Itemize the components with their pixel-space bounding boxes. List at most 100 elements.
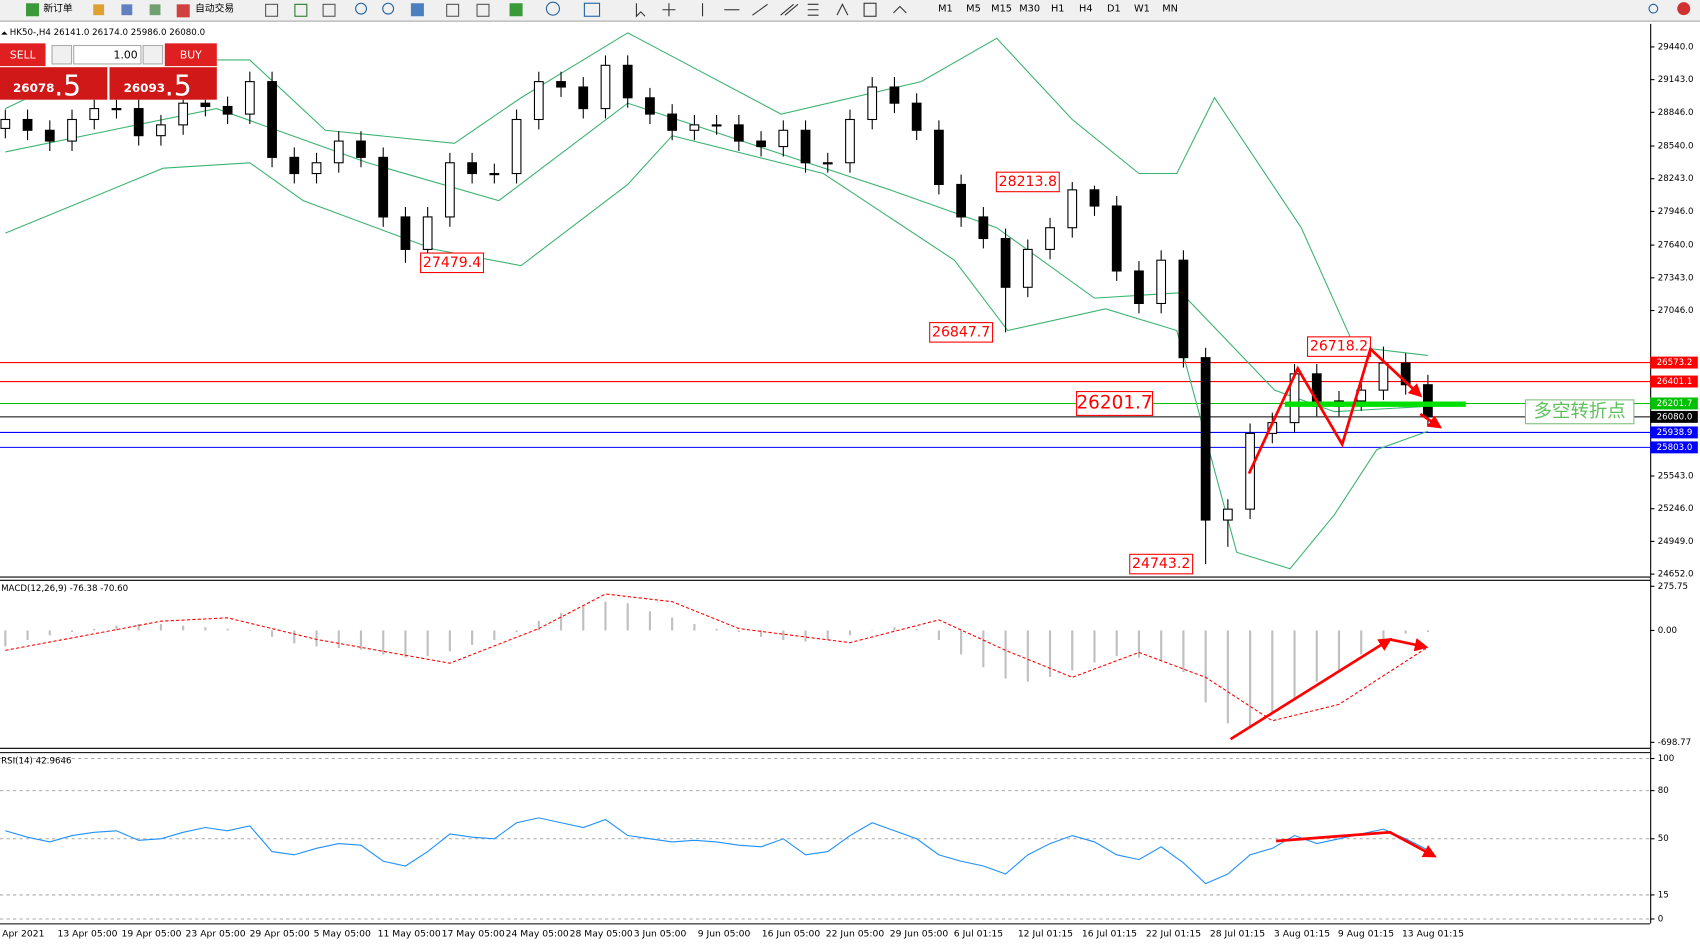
candle-body [667,113,678,131]
macd-bar [737,630,740,633]
annotation-box [929,322,994,343]
buy-price[interactable]: 26093 [124,81,165,95]
time-label: 29 Apr 05:00 [250,929,310,940]
lots-value[interactable]: 1.00 [114,48,138,61]
macd-bar [1115,630,1118,657]
timeframe-button[interactable]: D1 [1107,4,1121,15]
label-tool[interactable] [863,2,877,17]
buy-price-box[interactable] [109,67,217,100]
y-tick-label: 28540.0 [1658,142,1694,152]
callout-label: 26201.7 [1076,392,1152,413]
candle-body [1045,227,1055,250]
auto-trading-icon[interactable] [176,4,190,18]
macd-bar [915,628,918,631]
auto-trading-button[interactable]: 自动交易 [195,2,234,15]
macd-bar [671,617,674,631]
templates[interactable] [583,2,601,17]
time-label: 22 Jun 05:00 [826,929,885,940]
band-line [5,102,1428,413]
macd-bar [1137,630,1141,658]
timeframe-button[interactable]: H1 [1051,4,1065,15]
macd-bar [1360,630,1363,655]
timeframe-button[interactable]: M30 [1019,4,1040,15]
y-tick-label: 0 [1658,914,1664,924]
notifications[interactable] [1677,2,1691,16]
timeframe-button[interactable]: W1 [1134,4,1150,15]
buy-label[interactable]: BUY [180,48,202,61]
toolbar-icon[interactable] [149,4,161,16]
candle-body [1022,248,1033,288]
sell-pips[interactable]: .5 [54,69,81,102]
new-order-button[interactable]: 新订单 [43,2,73,15]
candle-body [867,86,878,121]
time-label: Apr 2021 [2,929,44,940]
candle-body [1378,362,1389,391]
level-tag-label: 26573.2 [1657,358,1693,368]
macd-bar [960,630,963,655]
candle-body [133,108,144,137]
tool-icon[interactable] [322,3,336,17]
sell-button[interactable] [0,43,46,67]
cursor-tool[interactable] [635,3,646,18]
crosshair-tool[interactable] [662,3,676,17]
trendline-tool[interactable] [752,3,768,16]
chart-title: MACD(12,26,9) -76.38 -70.60 [1,584,128,594]
zoom-in[interactable] [355,2,367,15]
indicators[interactable] [509,3,523,17]
sell-label[interactable]: SELL [10,48,36,61]
macd-bar [582,606,585,631]
timeframe-button[interactable]: M15 [991,4,1012,15]
tool-icon[interactable] [476,3,490,17]
level-tag [1650,397,1698,410]
search[interactable] [1648,3,1659,14]
macd-bar [715,628,718,631]
macd-bar [448,630,451,652]
zoom-out[interactable] [382,2,395,15]
tool-icon[interactable] [446,3,460,17]
candle-body [778,129,789,148]
tool-icon[interactable] [265,3,279,17]
macd-bar [1093,630,1096,663]
lots-input[interactable] [73,44,142,65]
candle-body [0,118,11,129]
timeframe-button[interactable]: M1 [938,4,953,15]
macd-bar [604,601,607,631]
buy-button[interactable] [164,43,217,67]
time-label: 19 Apr 05:00 [122,929,182,940]
time-label: 23 Apr 05:00 [186,929,246,940]
time-label: 6 Jul 01:15 [954,929,1003,940]
tool-icon[interactable] [294,3,308,17]
candle-body [578,86,589,110]
candle-body [845,118,855,164]
time-label: 16 Jun 05:00 [762,929,821,940]
arrows-tool[interactable] [892,5,907,14]
annotation-label: 24743.2 [1132,556,1190,572]
tile-windows[interactable] [410,3,424,17]
new-order-icon[interactable] [26,3,40,17]
y-tick-label: 27946.0 [1658,207,1694,217]
timeframe-button[interactable]: MN [1162,4,1178,15]
candle-body [533,81,544,121]
timeframe-button[interactable]: M5 [966,4,981,15]
sell-price[interactable]: 26078 [13,81,54,95]
level-tag [1650,356,1698,369]
y-tick-label: -698.77 [1658,738,1691,748]
periods[interactable] [545,1,560,16]
toolbar-icon[interactable] [93,4,105,16]
channel-tool[interactable] [780,3,799,16]
macd-bar [1160,630,1163,661]
sell-price-box[interactable] [0,67,108,100]
lots-up[interactable] [142,44,164,65]
timeframe-button[interactable]: H4 [1079,4,1093,15]
candle-body [1156,259,1167,305]
toolbar-icon[interactable] [121,4,133,16]
y-tick-label: 24949.0 [1658,537,1694,547]
text-tool[interactable] [836,3,849,16]
macd-bar [493,630,496,641]
fibo-tool[interactable] [807,3,819,16]
macd-bar [1404,630,1407,634]
lots-down[interactable] [51,44,73,65]
buy-pips[interactable]: .5 [165,69,192,102]
candle-body [822,162,833,165]
